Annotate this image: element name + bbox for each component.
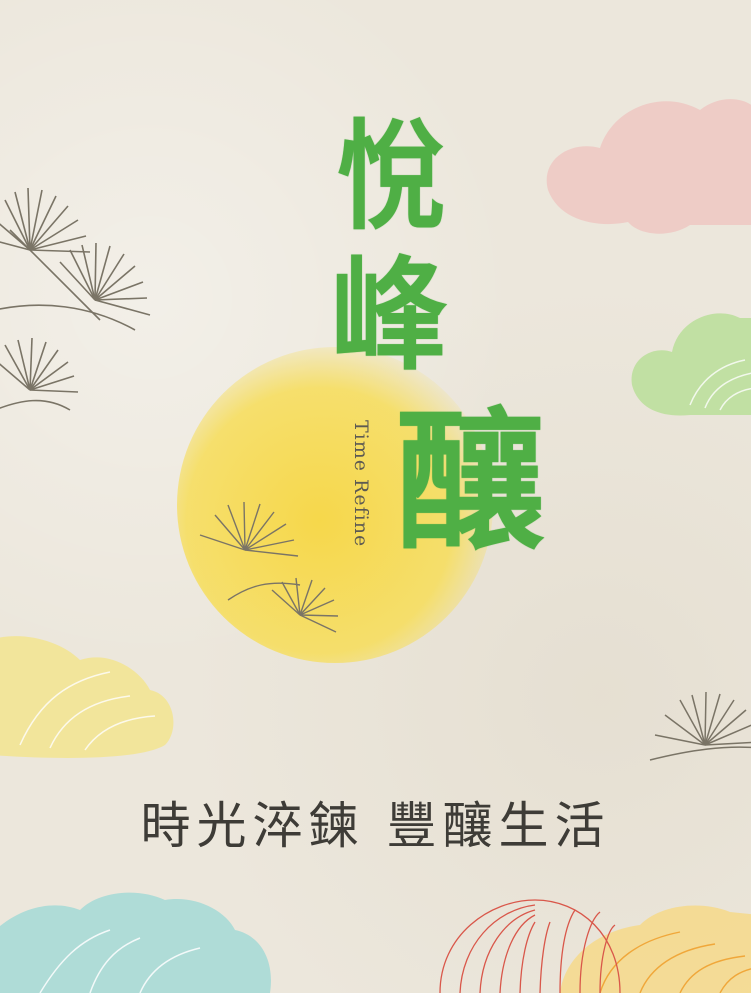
pink-cloud	[546, 99, 751, 234]
pine-branch-top-left	[0, 187, 151, 411]
green-cloud	[631, 313, 751, 416]
sun-shape	[177, 347, 493, 663]
title-char-3: 釀	[395, 392, 545, 571]
title-char-2: 峰	[330, 243, 448, 387]
red-line-sphere	[439, 899, 621, 993]
brand-logo: 悅 峰 釀 Time Refine	[328, 118, 568, 578]
english-subtitle: Time Refine	[350, 420, 372, 548]
orange-cloud	[560, 905, 751, 993]
pine-branch-sun	[199, 501, 339, 633]
title-char-1: 悅	[336, 107, 446, 246]
yellow-cloud	[0, 636, 174, 758]
tagline: 時光淬鍊 豐釀生活	[140, 797, 611, 855]
pine-branch-right	[649, 691, 751, 761]
blue-cloud	[0, 892, 271, 993]
